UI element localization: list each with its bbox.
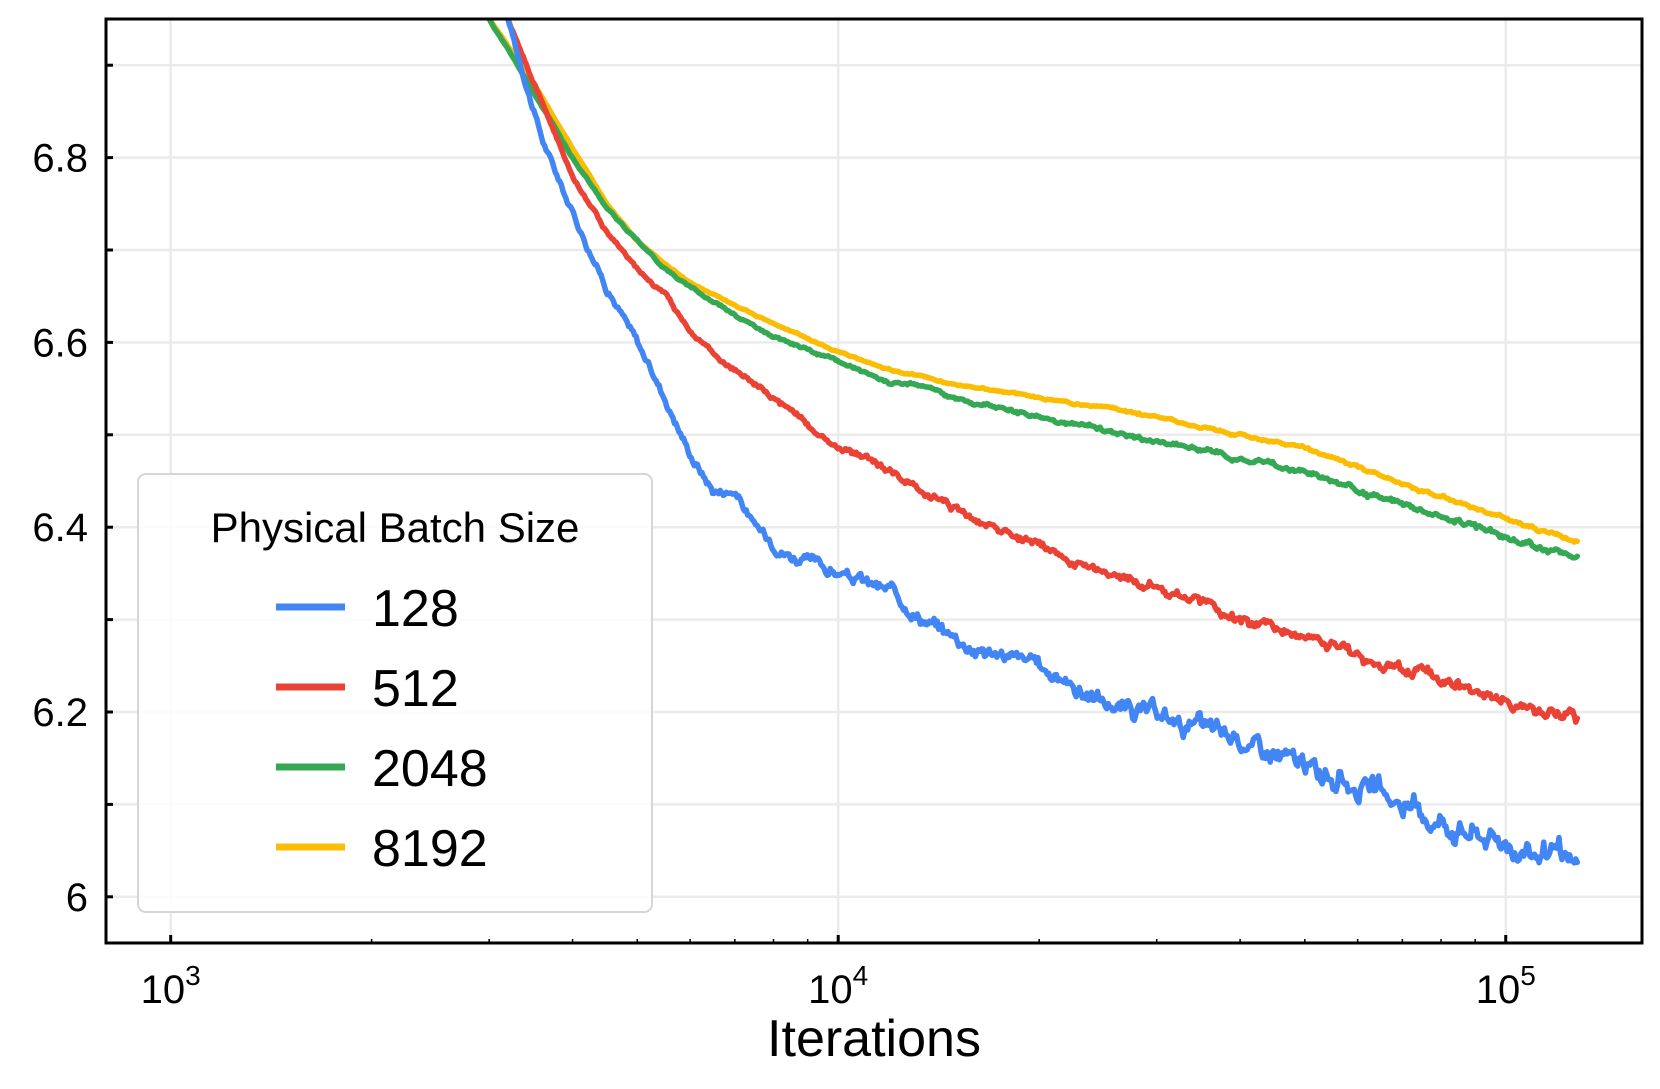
series-line-128: [505, 19, 1581, 866]
legend-label-512: 512: [372, 660, 459, 718]
y-tick-label: 6.8: [32, 137, 88, 181]
x-tick-label: 103: [141, 960, 201, 1012]
series-line-8192: [486, 19, 1581, 545]
y-tick-label: 6: [66, 876, 88, 920]
legend-label-2048: 2048: [372, 740, 488, 798]
x-axis: 103 104 105: [141, 935, 1536, 1012]
y-tick-label: 6.6: [32, 321, 88, 365]
legend-label-128: 128: [372, 580, 459, 638]
x-axis-title: Iterations: [767, 1010, 981, 1068]
y-axis: 6 6.2 6.4 6.6 6.8: [32, 63, 113, 920]
series-line-512: [505, 19, 1581, 725]
plot-frame: [104, 17, 1644, 945]
y-tick-label: 6.2: [32, 691, 88, 735]
x-tick-label: 104: [808, 960, 868, 1012]
legend-title: Physical Batch Size: [211, 504, 580, 551]
legend-box: [137, 473, 653, 913]
series-line-2048: [486, 19, 1581, 561]
legend-items: 128 512 2048 8192: [276, 580, 488, 878]
y-tick-label: 6.4: [32, 506, 88, 550]
plot-lines: [486, 19, 1581, 866]
legend: Physical Batch Size 128 512 2048 8192: [137, 473, 653, 913]
x-tick-label: 105: [1476, 960, 1536, 1012]
legend-label-8192: 8192: [372, 820, 488, 878]
